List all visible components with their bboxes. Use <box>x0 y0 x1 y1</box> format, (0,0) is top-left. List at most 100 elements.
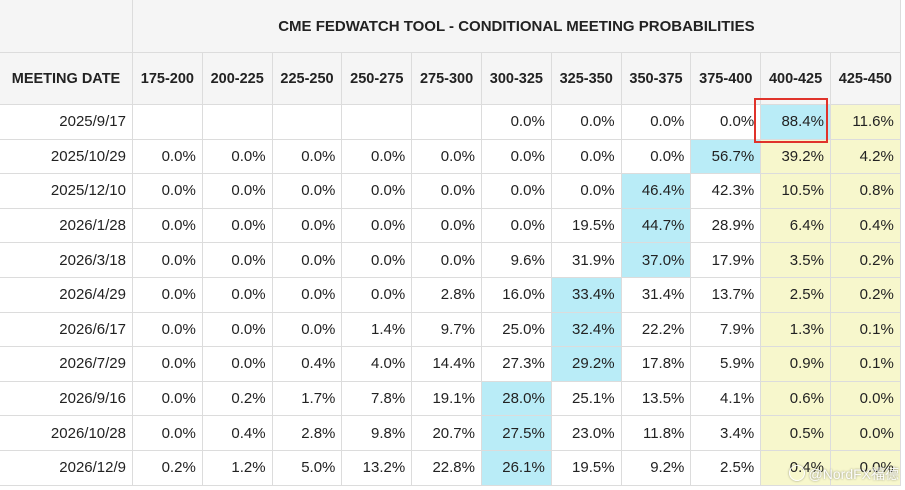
header-range: 400-425 <box>761 53 831 105</box>
probability-cell <box>412 105 482 140</box>
probability-cell: 0.0% <box>133 278 203 313</box>
meeting-date: 2026/7/29 <box>0 347 133 382</box>
probability-cell: 14.4% <box>412 347 482 382</box>
probability-cell: 0.0% <box>202 243 273 278</box>
probability-cell: 0.0% <box>133 381 203 417</box>
probability-cell: 5.0% <box>272 451 343 486</box>
meeting-date: 2026/1/28 <box>0 208 133 244</box>
meeting-date: 2026/12/9 <box>0 451 133 486</box>
probability-cell: 0.2% <box>202 381 273 417</box>
probability-cell: 0.0% <box>133 174 203 209</box>
probability-cell: 44.7% <box>621 208 692 244</box>
probability-cell: 42.3% <box>691 174 762 209</box>
probability-cell: 13.5% <box>621 381 692 417</box>
probability-cell <box>342 105 413 140</box>
probability-cell: 0.0% <box>202 347 273 382</box>
probability-cell: 0.0% <box>621 139 692 175</box>
header-range: 275-300 <box>412 53 482 105</box>
probability-cell: 25.0% <box>482 312 552 348</box>
probability-cell: 0.0% <box>831 416 901 451</box>
probability-cell: 33.4% <box>551 278 622 313</box>
probability-cell: 0.4% <box>202 416 273 451</box>
wechat-icon <box>788 465 805 481</box>
meeting-date: 2026/4/29 <box>0 278 133 313</box>
probability-cell: 0.0% <box>133 347 203 382</box>
probability-cell: 0.0% <box>133 139 203 175</box>
probability-cell: 0.0% <box>272 174 343 209</box>
probability-cell: 22.2% <box>621 312 692 348</box>
probability-cell: 39.2% <box>761 139 831 175</box>
probability-cell: 13.7% <box>691 278 762 313</box>
probability-cell: 29.2% <box>551 347 622 382</box>
probability-cell: 26.1% <box>482 451 552 486</box>
probability-cell: 0.0% <box>691 105 762 140</box>
probability-cell: 7.9% <box>691 312 762 348</box>
probability-cell <box>133 105 203 140</box>
probability-cell: 0.0% <box>412 139 482 175</box>
probability-cell: 0.0% <box>551 174 622 209</box>
meeting-date: 2026/6/17 <box>0 312 133 348</box>
probability-cell: 1.4% <box>342 312 413 348</box>
probability-cell: 0.0% <box>272 278 343 313</box>
probability-cell: 0.0% <box>482 174 552 209</box>
probability-cell: 17.8% <box>621 347 692 382</box>
probability-cell: 1.3% <box>761 312 831 348</box>
probability-cell: 2.5% <box>761 278 831 313</box>
probability-cell: 19.1% <box>412 381 482 417</box>
probability-cell: 22.8% <box>412 451 482 486</box>
meeting-date: 2025/9/17 <box>0 105 133 140</box>
probability-cell: 0.0% <box>342 243 413 278</box>
probability-cell: 0.5% <box>761 416 831 451</box>
probability-cell: 0.0% <box>482 208 552 244</box>
probability-cell: 4.1% <box>691 381 762 417</box>
probability-cell: 0.0% <box>202 312 273 348</box>
probability-cell: 27.3% <box>482 347 552 382</box>
probability-cell: 0.0% <box>621 105 692 140</box>
probability-cell: 6.4% <box>761 208 831 244</box>
meeting-date: 2026/10/28 <box>0 416 133 451</box>
probability-cell: 0.0% <box>342 174 413 209</box>
probability-cell: 2.5% <box>691 451 762 486</box>
probability-cell: 0.9% <box>761 347 831 382</box>
probability-cell: 88.4% <box>761 105 831 140</box>
probability-cell: 19.5% <box>551 208 622 244</box>
probability-cell: 0.0% <box>272 243 343 278</box>
probability-cell: 0.0% <box>133 208 203 244</box>
probability-cell: 17.9% <box>691 243 762 278</box>
probability-cell: 0.2% <box>133 451 203 486</box>
probability-cell: 4.0% <box>342 347 413 382</box>
probability-cell: 0.0% <box>412 208 482 244</box>
probability-cell: 0.0% <box>342 208 413 244</box>
probability-cell: 32.4% <box>551 312 622 348</box>
probability-cell: 0.0% <box>272 208 343 244</box>
probability-cell <box>202 105 273 140</box>
probability-cell: 0.0% <box>342 139 413 175</box>
probability-cell: 0.2% <box>831 243 901 278</box>
probability-cell: 46.4% <box>621 174 692 209</box>
probability-cell <box>272 105 343 140</box>
probability-cell: 25.1% <box>551 381 622 417</box>
watermark: @NordFX福德 <box>788 464 899 484</box>
probability-cell: 0.1% <box>831 312 901 348</box>
probability-cell: 5.9% <box>691 347 762 382</box>
header-range: 300-325 <box>482 53 552 105</box>
header-range: 375-400 <box>691 53 762 105</box>
probability-cell: 1.7% <box>272 381 343 417</box>
probability-cell: 0.0% <box>202 208 273 244</box>
probability-cell: 0.0% <box>133 312 203 348</box>
probability-cell: 7.8% <box>342 381 413 417</box>
watermark-text: @NordFX福德 <box>808 466 899 482</box>
probability-cell: 11.8% <box>621 416 692 451</box>
probability-cell: 9.6% <box>482 243 552 278</box>
header-range: 425-450 <box>831 53 901 105</box>
header-range: 200-225 <box>202 53 273 105</box>
probability-cell: 0.6% <box>761 381 831 417</box>
header-range: 325-350 <box>551 53 622 105</box>
probability-cell: 0.2% <box>831 278 901 313</box>
probability-cell: 16.0% <box>482 278 552 313</box>
probability-cell: 1.2% <box>202 451 273 486</box>
probability-cell: 2.8% <box>272 416 343 451</box>
probability-cell: 11.6% <box>831 105 901 140</box>
probability-cell: 31.4% <box>621 278 692 313</box>
probability-cell: 0.0% <box>342 278 413 313</box>
